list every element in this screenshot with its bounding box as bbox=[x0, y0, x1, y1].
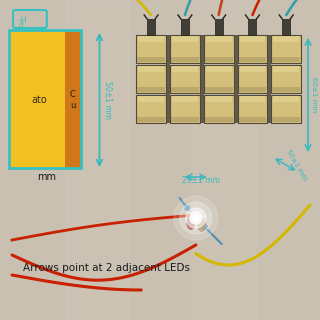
Bar bbox=[273, 36, 299, 42]
Bar bbox=[206, 66, 232, 72]
Bar bbox=[238, 57, 266, 62]
Bar bbox=[271, 35, 301, 63]
Bar bbox=[172, 96, 198, 102]
Text: 60±1 mm: 60±1 mm bbox=[311, 77, 317, 113]
Bar bbox=[240, 96, 265, 102]
Bar bbox=[65, 30, 81, 168]
Text: C
u: C u bbox=[70, 90, 76, 110]
Bar bbox=[272, 87, 300, 92]
Bar bbox=[136, 35, 166, 63]
Bar bbox=[166, 35, 170, 123]
Bar bbox=[237, 65, 267, 93]
Text: 29±1 mm: 29±1 mm bbox=[182, 176, 220, 185]
Bar bbox=[272, 117, 300, 122]
Bar bbox=[171, 87, 199, 92]
Bar bbox=[129, 0, 193, 320]
Text: -H: -H bbox=[19, 16, 28, 25]
Bar bbox=[136, 65, 166, 93]
Bar bbox=[238, 117, 266, 122]
Bar bbox=[267, 35, 271, 123]
Bar bbox=[204, 65, 234, 93]
Circle shape bbox=[193, 215, 199, 221]
Bar bbox=[273, 96, 299, 102]
Text: Arrows point at 2 adjacent LEDs: Arrows point at 2 adjacent LEDs bbox=[23, 263, 190, 273]
Bar bbox=[205, 57, 233, 62]
FancyBboxPatch shape bbox=[13, 10, 47, 28]
Circle shape bbox=[174, 196, 218, 240]
Circle shape bbox=[180, 202, 212, 234]
Bar bbox=[205, 87, 233, 92]
Bar bbox=[204, 35, 234, 63]
Bar bbox=[240, 66, 265, 72]
Bar bbox=[273, 66, 299, 72]
Ellipse shape bbox=[186, 216, 195, 230]
Bar bbox=[237, 95, 267, 123]
Bar bbox=[237, 35, 267, 63]
Bar bbox=[271, 95, 301, 123]
Bar bbox=[138, 66, 164, 72]
Bar bbox=[172, 66, 198, 72]
Bar bbox=[9, 30, 81, 168]
Text: 50±1 mm: 50±1 mm bbox=[103, 81, 112, 119]
Text: d: d bbox=[19, 21, 24, 30]
Bar bbox=[234, 35, 237, 123]
Bar bbox=[66, 0, 129, 320]
Bar bbox=[2, 0, 66, 320]
Bar bbox=[147, 19, 155, 35]
Bar bbox=[256, 0, 320, 320]
Bar bbox=[170, 35, 200, 63]
Bar bbox=[282, 19, 290, 35]
Bar bbox=[206, 96, 232, 102]
Bar bbox=[170, 65, 200, 93]
Bar bbox=[272, 57, 300, 62]
Bar bbox=[172, 36, 198, 42]
Ellipse shape bbox=[197, 218, 206, 232]
Bar bbox=[137, 87, 165, 92]
Bar bbox=[170, 95, 200, 123]
Circle shape bbox=[190, 212, 202, 224]
Bar bbox=[171, 57, 199, 62]
Bar bbox=[238, 87, 266, 92]
Bar bbox=[200, 35, 204, 123]
Text: mm: mm bbox=[37, 172, 56, 182]
Bar bbox=[271, 65, 301, 93]
Bar bbox=[206, 36, 232, 42]
Bar bbox=[138, 96, 164, 102]
Bar bbox=[248, 19, 256, 35]
Bar bbox=[136, 95, 166, 123]
Text: ato: ato bbox=[31, 95, 47, 105]
Text: 50±1 mm: 50±1 mm bbox=[285, 148, 308, 182]
Bar bbox=[181, 19, 189, 35]
Bar bbox=[205, 117, 233, 122]
Bar bbox=[204, 95, 234, 123]
Bar bbox=[193, 0, 256, 320]
Bar bbox=[240, 36, 265, 42]
Bar bbox=[137, 57, 165, 62]
Bar bbox=[171, 117, 199, 122]
Bar bbox=[215, 19, 223, 35]
Bar bbox=[138, 36, 164, 42]
Bar bbox=[137, 117, 165, 122]
Circle shape bbox=[186, 208, 206, 228]
Bar bbox=[9, 30, 81, 168]
